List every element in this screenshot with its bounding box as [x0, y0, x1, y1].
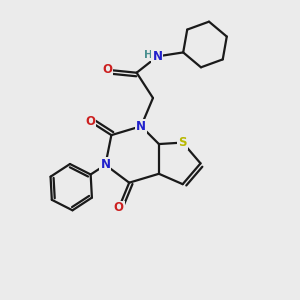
Text: S: S [178, 136, 187, 149]
Text: N: N [152, 50, 162, 63]
Text: O: O [85, 115, 96, 128]
Text: O: O [102, 63, 112, 76]
Text: O: O [114, 202, 124, 214]
Text: N: N [100, 158, 110, 171]
Text: H: H [143, 50, 152, 60]
Text: N: N [136, 120, 146, 133]
